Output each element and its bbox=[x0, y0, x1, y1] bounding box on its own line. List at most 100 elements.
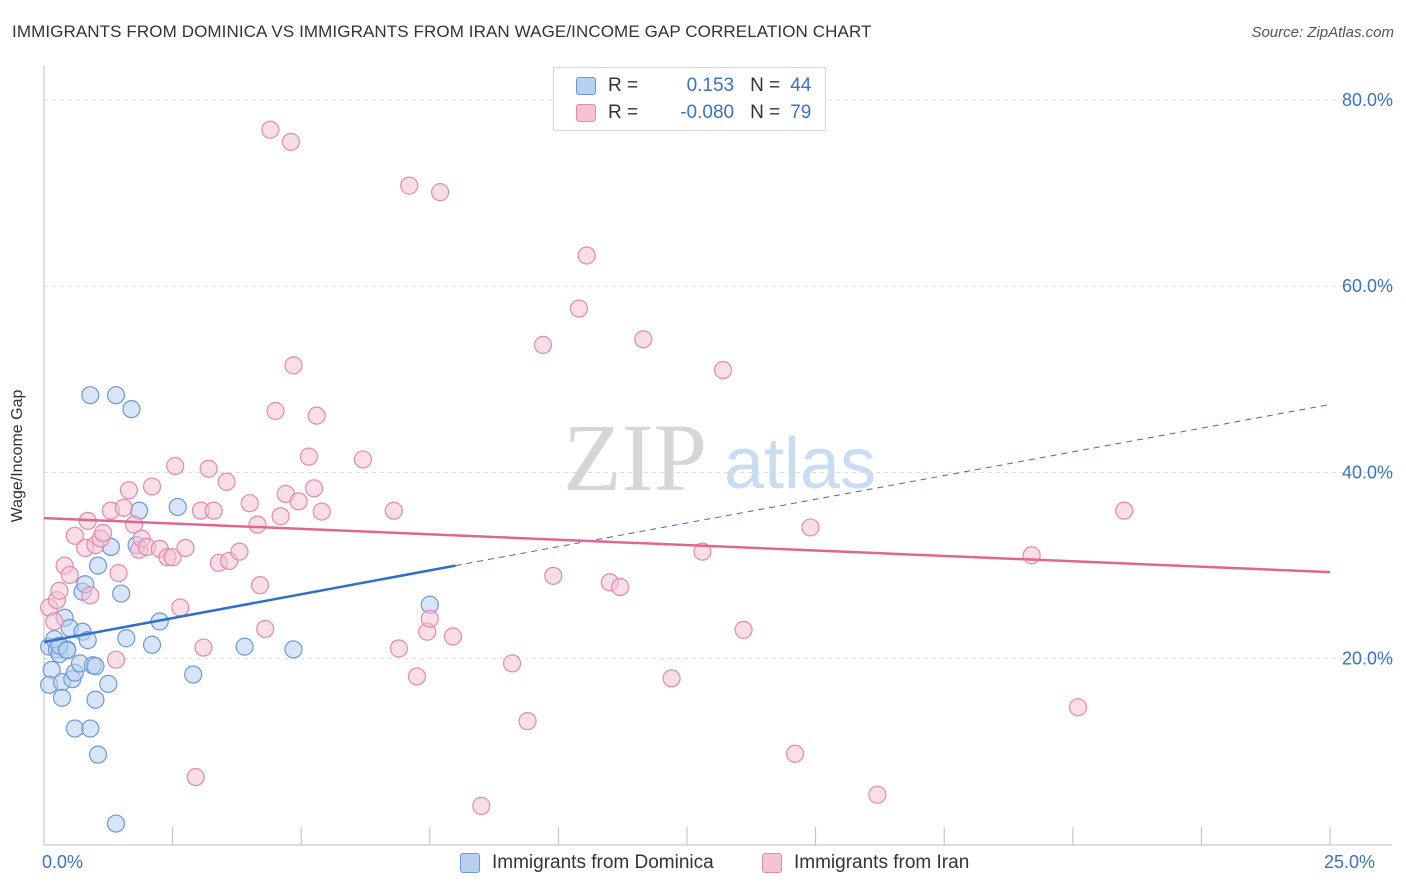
iran-point bbox=[199, 459, 218, 478]
x-tick-label-max: 25.0% bbox=[1324, 852, 1376, 872]
dominica-point bbox=[52, 688, 72, 707]
iran-point bbox=[533, 335, 553, 354]
y-tick-label: 20.0% bbox=[1342, 649, 1393, 669]
iran-point bbox=[611, 577, 630, 597]
watermark-zip: ZIP bbox=[563, 404, 707, 511]
legend-label: Immigrants from Dominica bbox=[492, 852, 714, 873]
dominica-point bbox=[88, 745, 108, 764]
iran-point bbox=[281, 132, 301, 151]
dominica-point bbox=[86, 657, 105, 676]
dominica-point bbox=[122, 400, 141, 419]
iran-point bbox=[81, 586, 100, 605]
iran-point bbox=[389, 639, 409, 658]
legend-label: Immigrants from Iran bbox=[794, 852, 970, 873]
dominica-point bbox=[58, 641, 77, 660]
iran-point bbox=[194, 638, 213, 657]
iran-point bbox=[60, 565, 79, 585]
dominica-point bbox=[142, 635, 162, 654]
r-label: R = bbox=[608, 75, 639, 96]
r-label: R = bbox=[608, 102, 639, 123]
dominica-point bbox=[81, 719, 100, 738]
y-tick-label: 60.0% bbox=[1342, 276, 1393, 296]
iran-point bbox=[142, 477, 162, 496]
y-tick-label: 40.0% bbox=[1342, 462, 1393, 482]
iran-point bbox=[1022, 546, 1041, 565]
iran-point bbox=[443, 627, 463, 646]
points-layer bbox=[40, 120, 1134, 833]
iran-point bbox=[472, 796, 491, 815]
source-label: Source: ZipAtlas.com bbox=[1251, 24, 1394, 41]
dominica-trend-line bbox=[43, 564, 456, 644]
dominica-swatch bbox=[576, 77, 596, 95]
iran-point bbox=[693, 542, 712, 561]
watermark: ZIP atlas bbox=[563, 404, 876, 511]
dominica-point bbox=[184, 665, 203, 684]
stats-row-iran: R = -0.080 N = 79 bbox=[576, 101, 811, 125]
dominica-point bbox=[81, 386, 100, 405]
watermark-atlas: atlas bbox=[724, 424, 876, 504]
r-value: 0.153 bbox=[686, 75, 735, 96]
y-axis-label: Wage/Income Gap bbox=[9, 389, 26, 523]
dominica-point bbox=[235, 637, 254, 656]
n-value: 44 bbox=[790, 75, 812, 96]
iran-point bbox=[868, 785, 887, 804]
dominica-point bbox=[117, 629, 136, 648]
iran-point bbox=[304, 479, 324, 498]
stats-legend: R = 0.153 N = 44 R = -0.080 N = 79 bbox=[553, 67, 826, 131]
legend-item-dominica: Immigrants from Dominica bbox=[460, 852, 714, 874]
dominica-trend-extension bbox=[455, 403, 1331, 567]
iran-point bbox=[353, 450, 373, 469]
iran-point bbox=[518, 712, 537, 731]
grid-layer bbox=[44, 99, 1392, 660]
dominica-point bbox=[168, 497, 187, 517]
iran-point bbox=[45, 612, 64, 631]
iran-point bbox=[94, 523, 113, 543]
iran-point bbox=[289, 492, 308, 511]
iran-point bbox=[171, 598, 190, 617]
iran-point bbox=[662, 669, 681, 688]
iran-trend-line bbox=[43, 516, 1331, 574]
iran-point bbox=[299, 447, 319, 466]
iran-point bbox=[204, 501, 223, 520]
iran-point bbox=[266, 401, 285, 421]
iran-point bbox=[109, 563, 128, 583]
iran-point bbox=[50, 581, 69, 600]
iran-point bbox=[284, 356, 303, 375]
iran-point bbox=[106, 650, 126, 669]
y-tick-label: 80.0% bbox=[1342, 90, 1393, 110]
iran-legend-swatch bbox=[762, 853, 782, 873]
iran-point bbox=[420, 609, 439, 628]
dominica-point bbox=[99, 674, 118, 693]
iran-point bbox=[250, 576, 270, 595]
axes-layer bbox=[43, 66, 1392, 846]
iran-point bbox=[119, 481, 138, 500]
dominica-point bbox=[65, 719, 84, 738]
iran-point bbox=[1068, 698, 1088, 717]
iran-point bbox=[801, 518, 820, 537]
iran-point bbox=[503, 654, 522, 673]
iran-point bbox=[166, 456, 185, 476]
iran-point bbox=[384, 501, 403, 520]
iran-point bbox=[163, 548, 182, 567]
iran-point bbox=[734, 620, 753, 639]
iran-swatch bbox=[576, 104, 596, 122]
dominica-point bbox=[106, 386, 126, 405]
iran-point bbox=[271, 507, 290, 526]
iran-point bbox=[569, 299, 589, 318]
r-value: -0.080 bbox=[680, 102, 735, 123]
n-label: N = bbox=[750, 75, 781, 96]
iran-point bbox=[407, 667, 427, 686]
legend-item-iran: Immigrants from Iran bbox=[762, 852, 969, 874]
iran-point bbox=[124, 515, 144, 534]
iran-point bbox=[176, 538, 195, 558]
iran-point bbox=[256, 619, 275, 639]
iran-point bbox=[544, 566, 563, 585]
dominica-point bbox=[106, 814, 126, 833]
iran-point bbox=[217, 472, 236, 491]
iran-point bbox=[430, 183, 450, 202]
x-tick-label-min: 0.0% bbox=[42, 852, 84, 872]
dominica-point bbox=[88, 556, 108, 575]
iran-point bbox=[230, 542, 249, 561]
dominica-point bbox=[112, 584, 131, 603]
